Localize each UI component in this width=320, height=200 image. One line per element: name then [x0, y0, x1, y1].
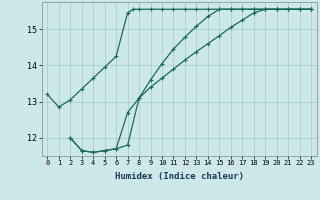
X-axis label: Humidex (Indice chaleur): Humidex (Indice chaleur) — [115, 172, 244, 181]
